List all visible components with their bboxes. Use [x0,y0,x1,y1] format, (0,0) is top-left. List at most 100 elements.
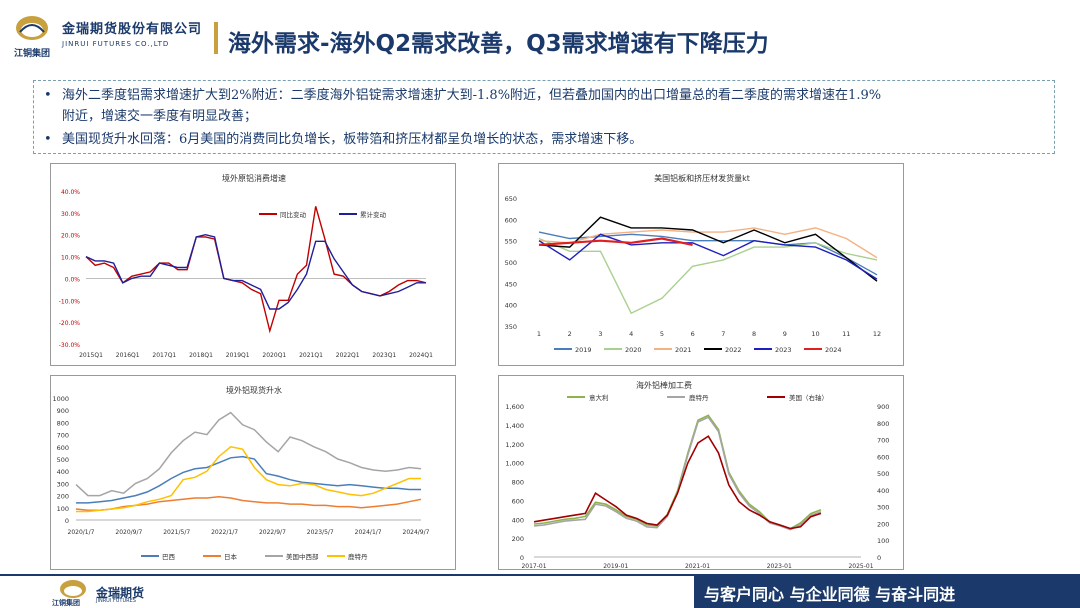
x-tick-label: 9 [783,330,787,338]
legend-label: 美国中西部 [286,552,319,561]
bullet-item: • 海外二季度铝需求增速扩大到2%附近：二季度海外铝锭需求增速扩大到-1.8%附近… [44,85,881,127]
footer-slogan-bar [694,574,1080,608]
x-tick-label: 2023/5/7 [307,529,334,536]
series-line-2020 [538,237,878,315]
bullet-text: 美国现货升水回落：6月美国的消费同比负增长，板带箔和挤压材都呈负增长的状态，需求… [62,132,643,147]
x-tick-label: 2023Q1 [372,352,396,359]
y-tick-label: 0 [520,554,524,562]
x-tick-label: 2020/1/7 [68,529,95,536]
x-tick-label: 12 [873,330,881,338]
legend-label: 意大利 [589,393,609,402]
bullet-text: 附近，增速交一季度有明显改善； [62,109,258,124]
series-line-累计变动 [85,233,426,310]
legend-label: 2022 [725,346,742,354]
page-title: 海外需求-海外Q2需求改善，Q3需求增速有下降压力 [228,31,769,57]
x-tick-label: 2020Q1 [262,352,286,359]
y-tick-label-right: 200 [877,520,889,528]
y-tick-label-right: 500 [877,470,889,478]
y-tick-label: 300 [57,480,69,488]
legend-label: 2020 [625,346,642,354]
series-line-意大利 [533,414,822,530]
y-tick-label: 700 [57,432,69,440]
legend-label: 鹿特丹 [348,552,368,561]
title-accent-bar [214,22,218,54]
x-tick-label: 7 [721,330,725,338]
series-line-2022 [538,216,878,282]
x-tick-label: 8 [752,330,756,338]
x-tick-label: 2024Q1 [409,352,433,359]
x-tick-label: 2021/5/7 [163,529,190,536]
chart-us-shipments: 美国铝板和挤压材发货量kt 650 600 550 500 450 400 350 1 2 3 4 5 6… [498,163,904,366]
y-tick-label: 40.0% [61,189,80,196]
series-line-鹿特丹 [76,445,421,513]
logo-group-name: 江铜集团 [14,49,51,59]
chart-title: 境外原铝消费增速 [222,173,286,183]
footer-logo-name: 金瑞期货 [96,586,145,600]
x-tick-label: 2015Q1 [79,352,103,359]
x-tick-label: 2025-01 [848,563,873,570]
legend-label: 同比变动 [280,210,307,219]
x-tick-label: 2024/9/7 [403,529,430,536]
y-tick-label: 400 [505,302,517,310]
x-tick-label: 1 [537,330,541,338]
legend-label: 累计变动 [360,210,387,219]
chart-spot-premium: 境外铝现货升水 1000 900 800 700 600 500 400 300 200 100 0 2… [50,375,456,570]
y-tick-label: -30.0% [59,342,81,349]
y-tick-label: 1,200 [505,441,524,449]
x-tick-label: 2021Q1 [299,352,323,359]
y-tick-label-right: 900 [877,403,889,411]
y-tick-label-right: 600 [877,453,889,461]
y-tick-label: 30.0% [61,211,80,218]
bullet-dot-icon: • [44,88,52,103]
y-tick-label: 650 [505,195,517,203]
y-tick-label-right: 700 [877,437,889,445]
y-tick-label-right: 100 [877,537,889,545]
y-tick-label: 550 [505,238,517,246]
y-tick-label: 350 [505,323,517,331]
x-tick-label: 5 [660,330,664,338]
x-tick-label: 2020/9/7 [115,529,142,536]
x-tick-label: 2017-01 [521,563,546,570]
x-tick-label: 2016Q1 [116,352,140,359]
chart-title: 境外铝现货升水 [226,385,282,395]
y-tick-label: 600 [57,444,69,452]
x-tick-label: 2022/9/7 [259,529,286,536]
x-tick-label: 2022Q1 [336,352,360,359]
series-line-巴西 [76,455,421,504]
legend-label: 2019 [575,346,592,354]
y-tick-label-right: 400 [877,487,889,495]
y-tick-label: 500 [505,259,517,267]
x-tick-label: 2021-01 [685,563,710,570]
y-tick-label: 800 [512,479,524,487]
y-tick-label: 400 [512,516,524,524]
chart-svg: 海外铝棒加工费 1,600 1,400 1,200 1,000 800 600 400 200 0… [505,380,889,570]
y-tick-label: -20.0% [59,320,81,327]
x-tick-label: 2019-01 [603,563,628,570]
legend-label: 2023 [775,346,792,354]
series-line-日本 [75,496,422,511]
series-line-美国（右轴） [533,435,822,530]
series-line-2021 [538,227,878,259]
x-tick-label: 2023-01 [767,563,792,570]
y-tick-label: 400 [57,468,69,476]
legend-label: 2024 [825,346,842,354]
series-line-2019 [538,231,878,276]
bullet-item: • 美国现货升水回落：6月美国的消费同比负增长，板带箔和挤压材都呈负增长的状态，需… [44,129,642,150]
y-tick-label: 200 [57,493,69,501]
chart-billet-premium: 海外铝棒加工费 1,600 1,400 1,200 1,000 800 600 400 200 0… [498,375,904,570]
x-tick-label: 2022/1/7 [211,529,238,536]
y-tick-label: 900 [57,407,69,415]
series-line-同比变动 [85,206,427,334]
x-tick-label: 3 [598,330,602,338]
chart-overseas-consumption: 境外原铝消费增速 40.0% 30.0% 20.0% 10.0% 0.0% -10.0% -2… [50,163,456,366]
footer-logo-group: 江铜集团 [52,599,80,607]
x-tick-label: 11 [842,330,850,338]
y-tick-label: 0 [65,517,69,525]
y-tick-label: 1,000 [505,460,524,468]
x-tick-label: 2024/1/7 [355,529,382,536]
logo-company-name: 金瑞期货股份有限公司 [62,22,203,37]
bullet-box: • 海外二季度铝需求增速扩大到2%附近：二季度海外铝锭需求增速扩大到-1.8%附近… [33,80,1055,154]
x-tick-label: 2 [568,330,572,338]
legend-label: 美国（右轴） [789,393,828,402]
